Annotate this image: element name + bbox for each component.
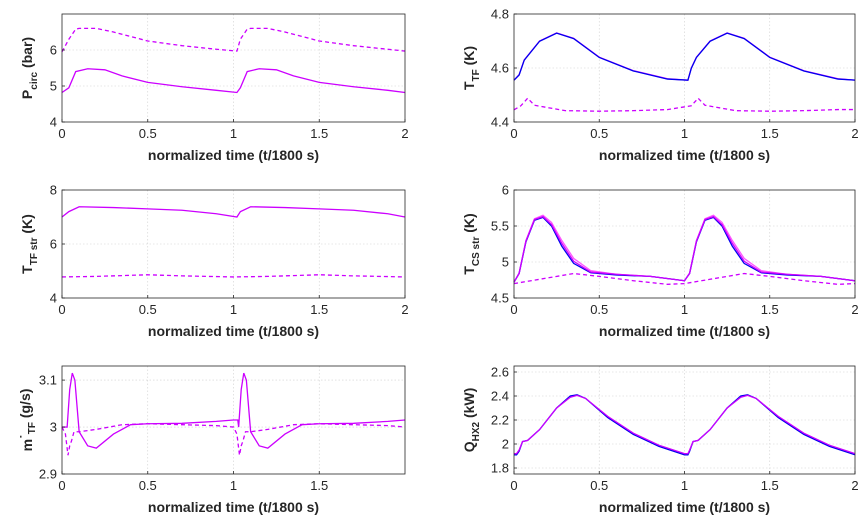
y-tick-label: 4.4: [491, 115, 509, 130]
y-axis-label: Pcirc (bar): [19, 37, 40, 99]
y-tick-label: 2: [502, 437, 509, 452]
x-tick-label: 2: [401, 126, 408, 141]
x-tick-label: 0: [510, 126, 517, 141]
x-tick-label: 0.5: [139, 126, 157, 141]
x-tick-label: 1: [230, 478, 237, 493]
y-tick-label: 2.6: [491, 365, 509, 380]
x-axis-label: normalized time (t/1800 s): [599, 323, 770, 339]
x-axis-label: normalized time (t/1800 s): [148, 147, 319, 163]
y-tick-label: 2.9: [39, 467, 57, 482]
series-line-2: [61, 423, 406, 456]
y-axis-label: TTF (K): [461, 46, 482, 90]
y-axis-label: m˙TF (g/s): [17, 389, 38, 452]
x-tick-label: 0: [58, 126, 65, 141]
series-line-1: [61, 206, 406, 218]
y-axis-label: TCS str (K): [461, 213, 482, 274]
y-tick-label: 5: [502, 255, 509, 270]
x-tick-label: 1.5: [761, 302, 779, 317]
x-axis-label: normalized time (t/1800 s): [599, 499, 770, 515]
series-line-4: [513, 272, 856, 285]
x-tick-label: 1: [230, 302, 237, 317]
x-tick-label: 1: [681, 478, 688, 493]
x-tick-label: 1.5: [761, 478, 779, 493]
y-tick-label: 4.8: [491, 7, 509, 22]
series-line-2: [61, 68, 406, 94]
y-tick-label: 3: [50, 420, 57, 435]
panel-p4: 0 0.5 1 1.5 2 4.5 5 5.5 6 normalized time (t/1800…: [461, 183, 859, 340]
series-line-3: [513, 215, 856, 283]
panel-p5: 0 0.5 1 1.5 2.9 3 3.1 normalized time (t/1800 s…: [17, 365, 406, 515]
x-axis-label: normalized time (t/1800 s): [148, 499, 319, 515]
x-tick-label: 0.5: [139, 478, 157, 493]
x-tick-label: 1.5: [310, 478, 328, 493]
x-axis-label: normalized time (t/1800 s): [599, 147, 770, 163]
series-line-1: [61, 27, 406, 53]
x-tick-label: 0: [58, 302, 65, 317]
y-tick-label: 5.5: [491, 219, 509, 234]
y-tick-label: 3.1: [39, 373, 57, 388]
x-tick-label: 2: [851, 478, 858, 493]
x-tick-label: 2: [851, 126, 858, 141]
y-tick-label: 6: [50, 237, 57, 252]
x-tick-label: 0: [510, 302, 517, 317]
x-tick-label: 0.5: [139, 302, 157, 317]
y-tick-label: 5: [50, 79, 57, 94]
y-tick-label: 1.8: [491, 461, 509, 476]
y-tick-label: 6: [502, 183, 509, 198]
x-tick-label: 2: [851, 302, 858, 317]
panel-p2: 0 0.5 1 1.5 2 4.4 4.6 4.8 normalized time (t/180…: [461, 7, 859, 164]
series-line-1: [514, 394, 856, 456]
series-line-2: [513, 32, 856, 81]
x-tick-label: 0.5: [590, 478, 608, 493]
panel-p1: 0 0.5 1 1.5 2 4 5 6 normalized time (t/1800 s) Pc…: [19, 13, 409, 163]
x-tick-label: 0: [510, 478, 517, 493]
y-tick-label: 4.6: [491, 61, 509, 76]
panel-p3: 0 0.5 1 1.5 2 4 6 8 normalized time (t/1800 s) TT…: [19, 183, 409, 340]
x-tick-label: 1.5: [310, 126, 328, 141]
y-tick-label: 4: [50, 115, 57, 130]
x-tick-label: 0: [58, 478, 65, 493]
y-tick-label: 8: [50, 183, 57, 198]
x-tick-label: 1.5: [761, 126, 779, 141]
x-tick-label: 2: [401, 302, 408, 317]
series-line-1: [62, 372, 406, 449]
y-axis-label: TTF str (K): [19, 214, 40, 274]
x-tick-label: 1: [681, 302, 688, 317]
y-tick-label: 4: [50, 291, 57, 306]
series-line-2: [61, 274, 406, 278]
x-tick-label: 0.5: [590, 126, 608, 141]
x-tick-label: 1: [681, 126, 688, 141]
series-line-3: [513, 97, 855, 112]
x-tick-label: 1: [230, 126, 237, 141]
y-tick-label: 4.5: [491, 291, 509, 306]
x-axis-label: normalized time (t/1800 s): [148, 323, 319, 339]
y-tick-label: 2.2: [491, 413, 509, 428]
y-tick-label: 2.4: [491, 389, 509, 404]
series-line-2: [514, 394, 856, 455]
x-tick-label: 1.5: [310, 302, 328, 317]
x-tick-label: 0.5: [590, 302, 608, 317]
y-tick-label: 6: [50, 43, 57, 58]
y-axis-label: QHX2 (kW): [461, 388, 482, 453]
panel-p6: 0 0.5 1 1.5 2 1.8 2 2.2 2.4 2.6 normalized time (t…: [461, 365, 859, 516]
